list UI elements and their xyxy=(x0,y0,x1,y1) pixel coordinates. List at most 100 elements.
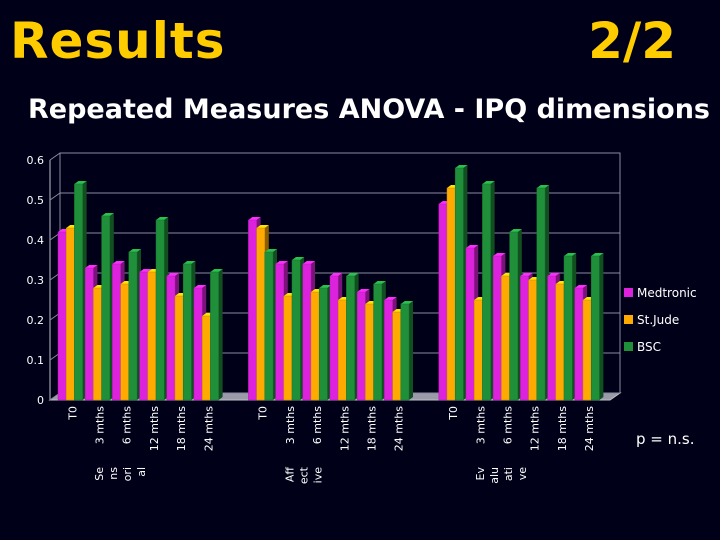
x-tick-label: 3 mths xyxy=(94,406,107,444)
group-label-part: ve xyxy=(516,467,529,481)
bar-stjude-3 xyxy=(147,271,157,401)
x-tick-label: T0 xyxy=(257,406,270,421)
chart-title: Repeated Measures ANOVA - IPQ dimensions xyxy=(28,94,710,125)
bar-top xyxy=(564,253,577,256)
x-tick-label: 3 mths xyxy=(284,406,297,444)
bar-top xyxy=(156,217,169,220)
bar-medtronic-16 xyxy=(547,275,557,401)
bar-bsc-1 xyxy=(101,215,111,401)
bar-stjude-5 xyxy=(201,315,211,401)
legend-swatch xyxy=(624,315,633,324)
y-tick-label: 0.2 xyxy=(27,314,45,327)
bar-medtronic-14 xyxy=(492,255,502,401)
bar-top xyxy=(210,269,223,272)
bar-medtronic-5 xyxy=(193,287,203,401)
bar-top xyxy=(357,289,370,292)
bar-top xyxy=(591,253,604,256)
slide-title: Results xyxy=(10,12,226,70)
bar-bsc-7 xyxy=(291,259,301,401)
bar-top xyxy=(319,285,332,288)
bar-top xyxy=(248,217,261,220)
bar-stjude-0 xyxy=(65,227,75,401)
x-tick-label: 24 mths xyxy=(583,406,596,451)
x-tick-label: T0 xyxy=(447,406,460,421)
bar-top xyxy=(139,269,152,272)
bar-stjude-1 xyxy=(93,287,102,401)
x-tick-label: 18 mths xyxy=(556,406,569,451)
y-tick-label: 0.6 xyxy=(27,154,45,167)
x-tick-label: 24 mths xyxy=(202,406,215,451)
bar-bsc-16 xyxy=(563,255,573,401)
significance-note: p = n.s. xyxy=(636,430,695,448)
x-tick-label: 6 mths xyxy=(311,406,324,444)
bar-top xyxy=(264,249,277,252)
bar-medtronic-13 xyxy=(465,247,475,401)
bar-side xyxy=(409,301,413,400)
bar-top xyxy=(536,185,549,188)
x-tick-label: 6 mths xyxy=(121,406,134,444)
bar-top xyxy=(85,265,98,268)
bar-bsc-4 xyxy=(182,263,192,401)
bar-medtronic-7 xyxy=(275,263,285,401)
bar-top xyxy=(128,249,141,252)
anova-bar-chart: 0 0.1 0.2 0.3 0.4 0.5 0.6 T0 3 mths 6 mths 12 mths… xyxy=(27,152,697,484)
bar-top xyxy=(373,281,386,284)
legend-label: BSC xyxy=(637,340,661,354)
bar-bsc-10 xyxy=(373,283,383,401)
y-tick-label: 0.5 xyxy=(27,194,45,207)
bar-medtronic-11 xyxy=(384,299,393,401)
bar-medtronic-1 xyxy=(84,267,94,401)
bar-bsc-5 xyxy=(210,271,219,401)
bar-top xyxy=(330,273,343,276)
x-tick-label: 12 mths xyxy=(148,406,161,451)
bar-bsc-3 xyxy=(155,219,165,401)
legend-label: Medtronic xyxy=(637,286,697,300)
bar-side xyxy=(218,269,223,400)
x-tick-label: 18 mths xyxy=(366,406,379,451)
group-label-part: Se xyxy=(93,467,106,481)
bar-bsc-14 xyxy=(509,231,519,401)
bar-stjude-13 xyxy=(473,299,483,401)
bar-medtronic-9 xyxy=(329,275,339,401)
x-tick-label: 12 mths xyxy=(529,406,542,451)
x-tick-label: 12 mths xyxy=(338,406,351,451)
x-tick-label: T0 xyxy=(66,406,79,421)
bar-stjude-14 xyxy=(501,275,510,401)
bar-top xyxy=(455,165,468,168)
bar-top xyxy=(493,253,506,256)
group-label-part: ect xyxy=(298,466,311,484)
bar-top xyxy=(302,261,315,264)
bar-bsc-8 xyxy=(318,287,328,401)
x-tick-label: 6 mths xyxy=(502,406,515,444)
legend-swatch xyxy=(624,288,633,297)
bar-top xyxy=(466,245,479,248)
group-label-part: al xyxy=(135,467,148,477)
y-tick-label: 0.4 xyxy=(27,234,45,247)
bar-stjude-15 xyxy=(528,279,538,401)
bar-bsc-11 xyxy=(400,303,410,401)
bar-top xyxy=(275,261,288,264)
bar-bsc-0 xyxy=(74,183,83,401)
bar-top xyxy=(400,301,413,304)
bar-stjude-9 xyxy=(337,299,347,401)
bar-top xyxy=(112,261,125,264)
bar-medtronic-8 xyxy=(302,263,312,401)
bar-top xyxy=(574,285,587,288)
bar-top xyxy=(166,273,179,276)
bar-top xyxy=(256,225,269,228)
group-label-part: alu xyxy=(488,467,501,484)
x-tick-label: 24 mths xyxy=(393,406,406,451)
legend-label: St.Jude xyxy=(637,313,679,327)
group-label-part: ati xyxy=(502,467,515,481)
bar-top xyxy=(547,273,560,276)
bar-medtronic-2 xyxy=(112,263,121,401)
bar-medtronic-15 xyxy=(520,275,529,401)
bar-top xyxy=(194,285,207,288)
group-label-part: ns xyxy=(107,467,120,480)
gridline-slant xyxy=(49,152,61,161)
bar-medtronic-4 xyxy=(166,275,176,401)
bar-top xyxy=(74,181,87,184)
bar-medtronic-17 xyxy=(574,287,584,401)
bar-stjude-4 xyxy=(174,295,184,401)
bar-stjude-7 xyxy=(283,295,293,401)
